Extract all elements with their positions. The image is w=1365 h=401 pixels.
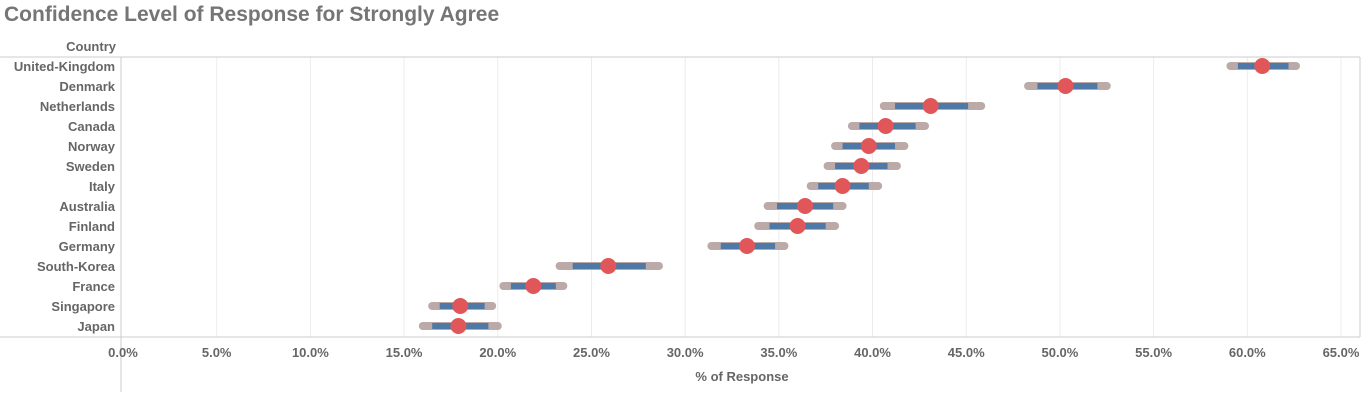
- row-header-country: Country: [66, 39, 116, 54]
- category-label-0: United-Kingdom: [14, 59, 115, 74]
- category-label-4: Norway: [68, 139, 116, 154]
- x-axis-ticks: 0.0% 5.0% 10.0% 15.0% 20.0% 25.0% 30.0% 35.0% 40…: [108, 345, 1360, 360]
- category-label-8: Finland: [69, 219, 115, 234]
- category-label-7: Australia: [59, 199, 115, 214]
- row-france: [499, 278, 568, 294]
- row-japan: [418, 318, 502, 334]
- row-united-kingdom: [1226, 58, 1301, 74]
- x-tick-label-7: 35.0%: [760, 345, 797, 360]
- category-label-10: South-Korea: [37, 259, 116, 274]
- plot-frame: [0, 56, 1361, 392]
- point-3: [877, 118, 894, 134]
- x-tick-label-2: 10.0%: [292, 345, 329, 360]
- x-tick-label-13: 65.0%: [1323, 345, 1360, 360]
- x-tick-label-9: 45.0%: [948, 345, 985, 360]
- row-germany: [707, 238, 789, 254]
- point-5: [853, 158, 870, 174]
- point-11: [525, 278, 542, 294]
- row-singapore: [428, 298, 497, 314]
- point-9: [738, 238, 755, 254]
- point-8: [789, 218, 806, 234]
- point-0: [1254, 58, 1271, 74]
- row-south-korea: [555, 258, 663, 274]
- row-finland: [754, 218, 840, 234]
- row-australia: [763, 198, 847, 214]
- point-6: [834, 178, 851, 194]
- point-1: [1057, 78, 1074, 94]
- x-tick-label-4: 20.0%: [479, 345, 516, 360]
- x-tick-label-1: 5.0%: [202, 345, 232, 360]
- x-tick-label-6: 30.0%: [667, 345, 704, 360]
- category-label-13: Japan: [77, 319, 115, 334]
- point-12: [452, 298, 469, 314]
- point-10: [600, 258, 617, 274]
- category-label-12: Singapore: [51, 299, 115, 314]
- point-7: [797, 198, 814, 214]
- category-labels: United-Kingdom Denmark Netherlands Canada No…: [14, 59, 116, 334]
- point-4: [860, 138, 877, 154]
- point-2: [922, 98, 939, 114]
- category-label-3: Canada: [68, 119, 116, 134]
- x-tick-label-5: 25.0%: [573, 345, 610, 360]
- category-label-6: Italy: [89, 179, 116, 194]
- x-tick-label-0: 0.0%: [108, 345, 138, 360]
- category-label-2: Netherlands: [40, 99, 115, 114]
- gridlines: [216, 57, 1342, 337]
- row-italy: [806, 178, 883, 194]
- x-tick-label-3: 15.0%: [386, 345, 423, 360]
- row-netherlands: [879, 98, 986, 114]
- category-label-5: Sweden: [66, 159, 115, 174]
- x-tick-label-12: 60.0%: [1229, 345, 1266, 360]
- x-tick-label-8: 40.0%: [854, 345, 891, 360]
- chart-title: Confidence Level of Response for Strongl…: [4, 3, 500, 26]
- row-denmark: [1024, 78, 1111, 94]
- category-label-9: Germany: [59, 239, 116, 254]
- x-tick-label-10: 50.0%: [1041, 345, 1078, 360]
- x-tick-label-11: 55.0%: [1135, 345, 1172, 360]
- category-label-1: Denmark: [59, 79, 115, 94]
- category-label-11: France: [72, 279, 115, 294]
- row-norway: [831, 138, 909, 154]
- row-sweden: [823, 158, 901, 174]
- row-canada: [847, 118, 930, 134]
- data-rows: [418, 58, 1301, 334]
- point-13: [450, 318, 467, 334]
- x-axis-title: % of Response: [695, 369, 788, 384]
